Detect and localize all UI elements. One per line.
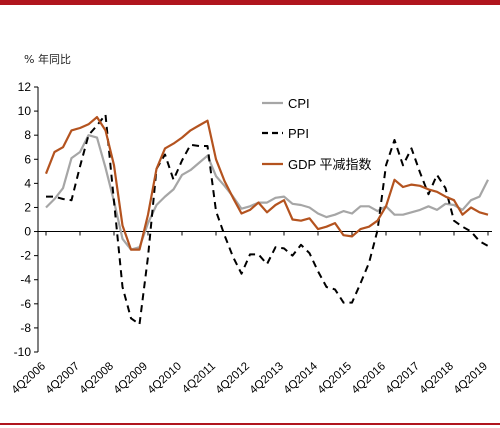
- y-tick-label: 12: [18, 80, 32, 94]
- y-tick-label: 6: [24, 152, 31, 166]
- series-layer: [44, 113, 489, 326]
- y-tick-label: 4: [24, 176, 31, 190]
- x-tick-label: 4Q2019: [452, 360, 490, 396]
- legend-label-1: CPI: [288, 96, 310, 111]
- legend: CPI PPI GDP 平减指数: [262, 96, 372, 172]
- series-line-1: [45, 134, 489, 251]
- x-tick-label: 4Q2011: [180, 360, 218, 396]
- x-tick-label: 4Q2018: [418, 360, 456, 396]
- y-tick-label: -6: [20, 297, 31, 311]
- y-tick-label: 8: [24, 128, 31, 142]
- x-tick-label: 4Q2006: [10, 360, 48, 396]
- x-tick-label: 4Q2013: [248, 360, 286, 396]
- y-tick-label: 2: [24, 200, 31, 214]
- x-tick-label: 4Q2015: [316, 360, 354, 396]
- series-line-3: [44, 115, 489, 251]
- x-tick-label: 4Q2008: [78, 360, 116, 396]
- legend-label-3: GDP 平减指数: [288, 157, 372, 172]
- y-tick-label: 10: [18, 104, 32, 118]
- top-rule: [0, 0, 500, 5]
- x-tick-label: 4Q2016: [350, 360, 388, 396]
- y-unit-label: % 年同比: [24, 53, 71, 66]
- y-tick-label: -8: [20, 321, 31, 335]
- x-tick-label: 4Q2007: [44, 360, 82, 396]
- y-tick-label: -10: [14, 345, 32, 359]
- y-tick-label: -2: [20, 249, 31, 263]
- bottom-rule: [0, 423, 500, 425]
- x-tick-label: 4Q2014: [282, 360, 321, 397]
- y-tick-label: 0: [24, 225, 31, 239]
- x-tick-label: 4Q2009: [112, 360, 150, 396]
- x-tick-label: 4Q2012: [214, 360, 252, 396]
- series-line-2: [46, 113, 489, 326]
- legend-label-2: PPI: [288, 126, 309, 141]
- x-tick-label: 4Q2017: [384, 360, 422, 396]
- x-tick-label: 4Q2010: [146, 360, 184, 396]
- y-tick-label: -4: [20, 273, 31, 287]
